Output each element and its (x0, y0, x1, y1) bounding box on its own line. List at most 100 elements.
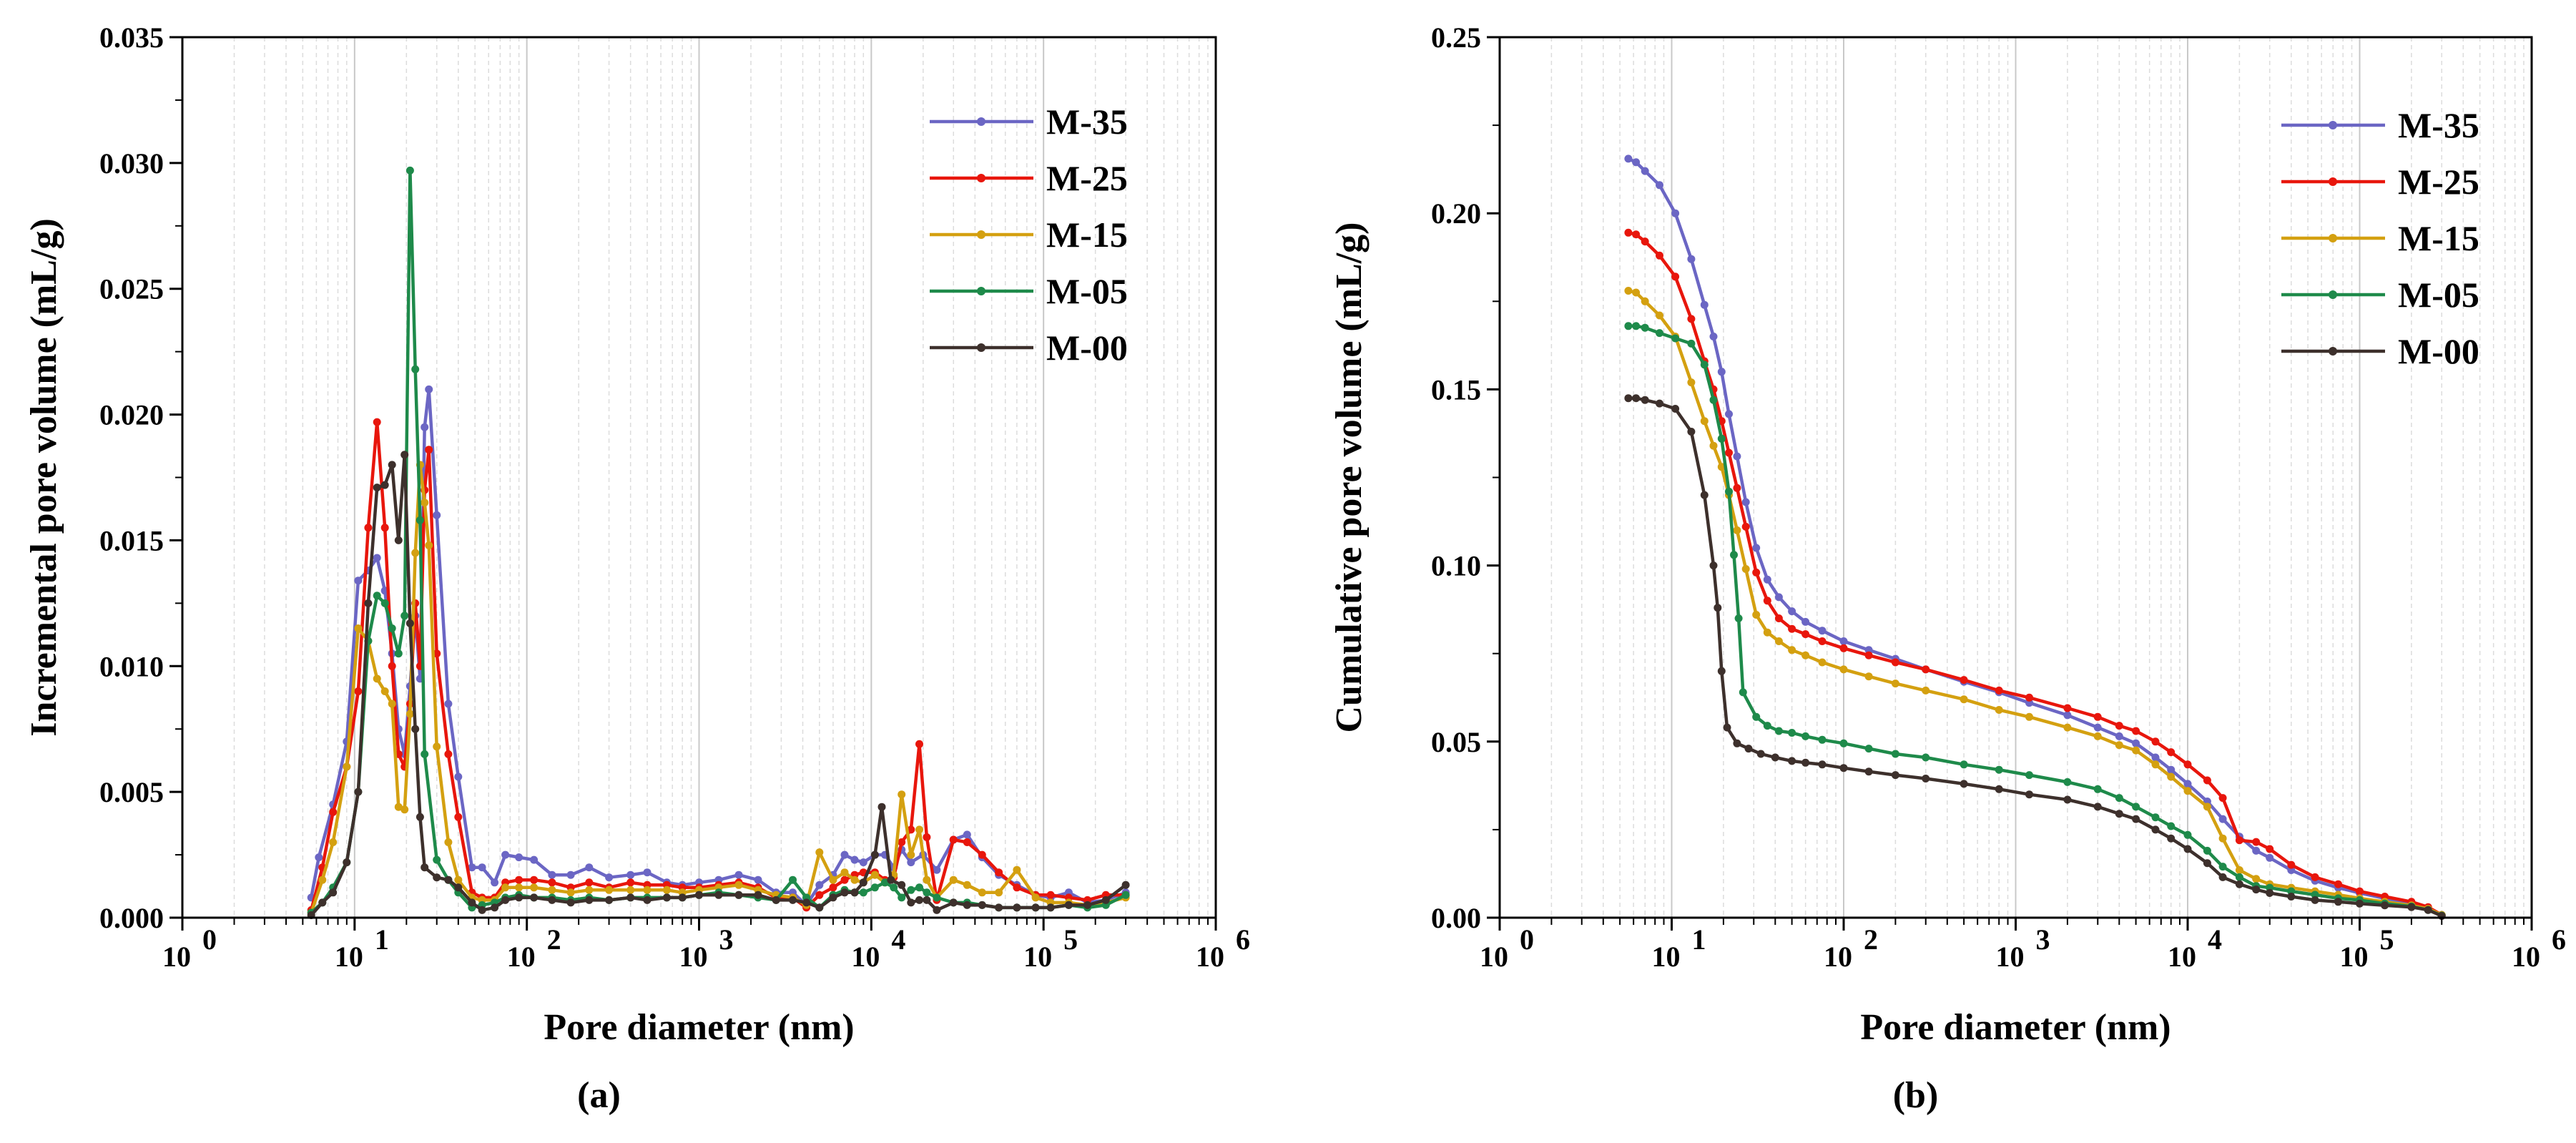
panel-a-data-point (388, 461, 396, 469)
panel-b-data-point (1632, 288, 1641, 297)
panel-b-data-point (1818, 735, 1827, 744)
panel-a-data-point (1046, 903, 1055, 912)
panel-b-x-tick-label: 10 (2512, 941, 2540, 973)
panel-b-data-point (1671, 209, 1680, 217)
panel-a-data-point (318, 898, 327, 907)
panel-b-x-tick-exponent: 5 (2380, 923, 2394, 956)
panel-a-data-point (949, 898, 958, 907)
panel-a-data-point (995, 888, 1003, 897)
panel-b-data-point (1687, 315, 1696, 323)
panel-a-y-tick-label: 0.015 (99, 524, 164, 556)
panel-b-data-point (1891, 658, 1899, 667)
panel-a-data-point (772, 896, 780, 904)
panel-b-data-point (1801, 732, 1810, 740)
panel-a-data-point (373, 592, 381, 600)
panel-b-data-point (1641, 323, 1649, 332)
panel-b-series-layer (1624, 154, 2446, 920)
panel-b-data-point (1864, 745, 1873, 753)
panel-a-data-point (421, 863, 429, 872)
panel-a-data-point (425, 385, 433, 393)
panel-a-data-point (373, 484, 381, 492)
panel-a-data-point (444, 875, 453, 884)
panel-b-data-point (1717, 667, 1726, 675)
panel-a-data-point (949, 835, 958, 844)
panel-a-data-point (995, 903, 1003, 912)
panel-b-data-point (2151, 753, 2160, 762)
panel-a-data-point (515, 883, 523, 892)
panel-a-data-point (530, 893, 539, 902)
panel-a-data-point (318, 875, 327, 884)
panel-b-data-point (2252, 875, 2261, 883)
panel-a-legend-swatch-marker (977, 174, 985, 182)
panel-b-data-point (1891, 771, 1899, 780)
panel-a-legend-label: M-35 (1046, 102, 1128, 142)
panel-b-data-point (2311, 896, 2319, 904)
panel-a-data-point (364, 599, 373, 607)
panel-a-data-point (923, 875, 931, 884)
panel-a-series-layer (307, 166, 1130, 919)
panel-a-data-point (850, 855, 859, 864)
panel-b-data-point (1839, 764, 1848, 772)
panel-b-data-point (1864, 672, 1873, 681)
panel-b-legend-label: M-00 (2398, 331, 2479, 371)
panel-a-data-point (501, 883, 510, 892)
panel-b-data-point (1752, 712, 1761, 721)
panel-b-x-tick-label: 10 (1480, 941, 1508, 973)
panel-a-data-point (329, 808, 338, 816)
panel-b-data-point (1891, 680, 1899, 688)
panel-a-data-point (411, 549, 420, 557)
panel-b-data-point (1839, 644, 1848, 652)
panel-b-data-point (2203, 846, 2211, 855)
panel-a-data-point (695, 891, 703, 899)
panel-b-data-point (1801, 758, 1810, 767)
panel-a-data-point (405, 166, 414, 175)
panel-b-legend-item: M-15 (2281, 218, 2479, 258)
panel-b-data-point (1656, 311, 1663, 320)
panel-a-data-point (815, 891, 824, 899)
panel-a-x-axis-label: Pore diameter (nm) (544, 1007, 854, 1048)
panel-b-data-point (1891, 750, 1899, 758)
panel-b-data-point (1632, 230, 1641, 239)
panel-a-data-point (626, 870, 635, 879)
panel-a-data-point (454, 875, 463, 884)
panel-a-data-point (421, 423, 429, 431)
panel-b-data-point (1632, 322, 1641, 330)
panel-b-data-point (1687, 255, 1696, 263)
panel-a-y-tick-label: 0.030 (99, 147, 164, 180)
panel-b-data-point (1624, 228, 1633, 237)
panel-b-y-tick-label: 0.00 (1431, 902, 1481, 934)
panel-b-x-tick-exponent: 1 (1692, 923, 1706, 956)
panel-b-y-tick-label: 0.20 (1431, 197, 1481, 230)
panel-b-data-point (2167, 772, 2176, 781)
panel-b-data-point (2115, 722, 2123, 730)
panel-b-y-tick-label: 0.10 (1431, 550, 1481, 582)
panel-a-data-point (354, 577, 363, 585)
panel-b-data-point (1818, 760, 1827, 769)
panel-b-data-point (1624, 287, 1633, 295)
panel-b-data-point (2093, 803, 2102, 811)
panel-b-data-point (1788, 646, 1796, 654)
panel-a-data-point (915, 883, 923, 892)
panel-b-data-point (1709, 561, 1718, 570)
panel-a-data-point (898, 880, 906, 889)
panel-b-data-point (2025, 771, 2033, 780)
panel-b-data-point (2167, 748, 2176, 757)
panel-b-data-point (1818, 627, 1827, 635)
panel-a-data-point (678, 893, 687, 902)
panel-a-data-point (501, 850, 510, 859)
panel-b-data-point (1656, 251, 1663, 260)
panel-a-data-point (416, 813, 424, 821)
panel-a-data-point (354, 624, 363, 632)
panel-a-data-point (530, 883, 539, 892)
panel-a-data-point (890, 883, 898, 892)
panel-b-data-point (2132, 746, 2140, 755)
panel-b-data-point (2356, 899, 2364, 908)
panel-a-y-axis-label: Incremental pore volume (mL/g) (24, 218, 64, 737)
panel-b-data-point (1714, 604, 1722, 612)
panel-a-data-point (898, 838, 906, 846)
panel-a-x-tick-label: 10 (679, 941, 708, 973)
panel-a-data-point (662, 893, 671, 902)
panel-b-data-point (1864, 651, 1873, 659)
panel-a-data-point (548, 878, 556, 887)
panel-b-data-point (1725, 487, 1733, 496)
